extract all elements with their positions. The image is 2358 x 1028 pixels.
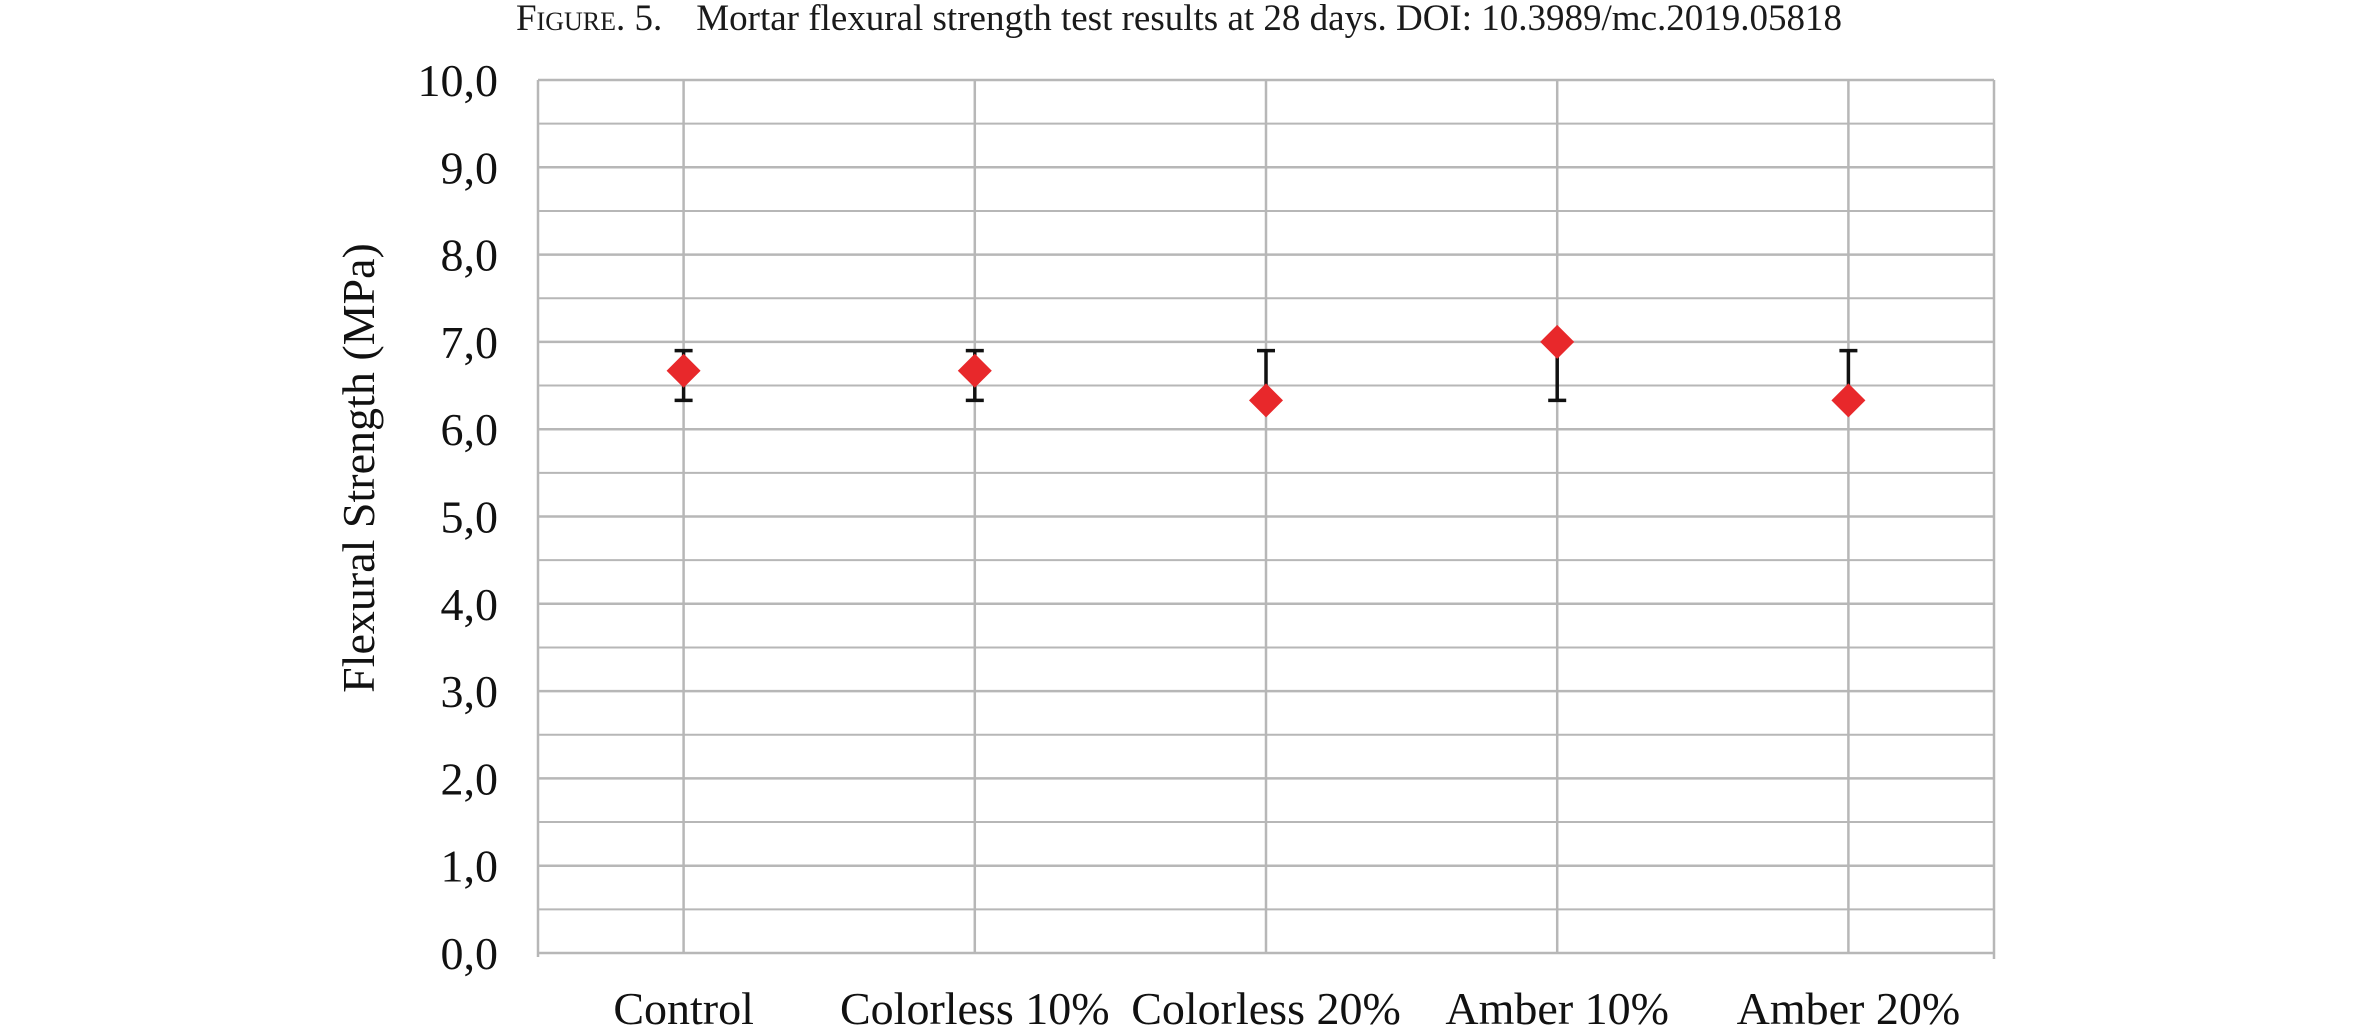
y-tick-label: 9,0 xyxy=(441,142,499,193)
data-point-diamond xyxy=(666,353,701,388)
data-point-diamond xyxy=(957,353,992,388)
x-category-labels: Control Colorless 10% Colorless 20% Amber 1… xyxy=(613,983,1960,1028)
x-category-label: Control xyxy=(613,983,754,1028)
y-tick-label: 3,0 xyxy=(441,666,499,717)
y-tick-label: 10,0 xyxy=(418,55,499,106)
y-tick-label: 7,0 xyxy=(441,317,499,368)
figure-caption-text: Mortar flexural strength test results at… xyxy=(696,0,1843,39)
grid-layer xyxy=(536,78,1996,959)
y-tick-labels: 0,0 1,0 2,0 3,0 4,0 5,0 6,0 7,0 8,0 9,0 10,0 xyxy=(418,55,499,979)
y-axis-title: Flexural Strength (MPa) xyxy=(333,243,384,693)
y-tick-label: 1,0 xyxy=(441,841,499,892)
y-tick-label: 5,0 xyxy=(441,492,499,543)
data-point-diamond xyxy=(1249,383,1283,418)
figure-caption: Figure. 5. Mortar flexural strength test … xyxy=(0,0,2358,37)
data-markers xyxy=(666,324,1866,418)
data-point-diamond xyxy=(1540,324,1575,359)
y-tick-label: 0,0 xyxy=(441,928,499,979)
x-category-label: Colorless 10% xyxy=(840,983,1110,1028)
y-tick-label: 4,0 xyxy=(441,579,499,630)
data-point-diamond xyxy=(1831,383,1866,418)
figure-label: Figure. 5. xyxy=(515,0,663,39)
x-category-label: Amber 10% xyxy=(1445,983,1669,1028)
y-tick-label: 8,0 xyxy=(441,230,499,281)
y-tick-label: 6,0 xyxy=(441,404,499,455)
x-category-label: Amber 20% xyxy=(1737,983,1961,1028)
y-tick-label: 2,0 xyxy=(441,753,499,804)
x-category-label: Colorless 20% xyxy=(1131,983,1401,1028)
